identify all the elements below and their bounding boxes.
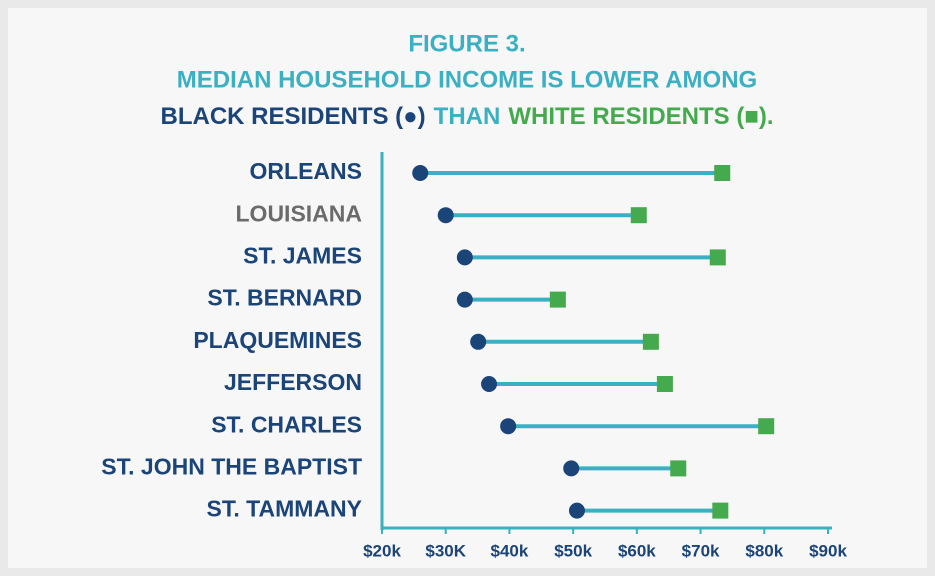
chart-title: FIGURE 3. <box>408 30 525 57</box>
marker <box>412 165 429 181</box>
category-label: ST. JAMES <box>243 242 362 268</box>
marker <box>549 291 566 308</box>
chart-background <box>8 8 927 568</box>
marker <box>670 460 687 477</box>
marker <box>563 460 580 477</box>
category-label: ST. CHARLES <box>211 411 362 437</box>
x-tick-label: $60k <box>618 541 656 560</box>
x-tick-label: $90k <box>809 541 847 560</box>
x-tick-label: $70k <box>682 541 720 560</box>
marker <box>642 333 659 350</box>
marker <box>481 376 498 392</box>
legend-entry: BLACK RESIDENTS (●) <box>161 103 426 130</box>
marker <box>758 418 775 435</box>
x-tick-label: $80k <box>745 541 783 560</box>
legend-connector: THAN <box>434 103 501 130</box>
marker <box>712 502 729 519</box>
marker <box>470 333 487 350</box>
marker <box>568 502 585 519</box>
marker <box>630 207 647 224</box>
category-label: ST. TAMMANY <box>207 496 362 522</box>
marker <box>437 207 454 224</box>
marker <box>714 165 731 181</box>
category-label: JEFFERSON <box>224 369 362 395</box>
marker <box>500 418 517 435</box>
x-tick-label: $40k <box>491 541 529 560</box>
marker <box>456 291 473 308</box>
x-tick-label: $20k <box>363 541 401 560</box>
x-tick-label: $50k <box>554 541 592 560</box>
legend-entry: WHITE RESIDENTS (■). <box>508 103 773 130</box>
x-tick-label: $30K <box>425 541 466 560</box>
category-label: ST. JOHN THE BAPTIST <box>101 453 362 479</box>
chart-subtitle: MEDIAN HOUSEHOLD INCOME IS LOWER AMONG <box>177 66 757 93</box>
marker <box>709 249 726 266</box>
category-label: ORLEANS <box>250 158 362 184</box>
category-label: ST. BERNARD <box>207 285 362 311</box>
category-label: PLAQUEMINES <box>193 327 362 353</box>
legend: BLACK RESIDENTS (●) THAN WHITE RESIDENTS (… <box>161 103 774 130</box>
marker <box>456 249 473 266</box>
category-label: LOUISIANA <box>236 200 363 226</box>
marker <box>656 376 673 392</box>
